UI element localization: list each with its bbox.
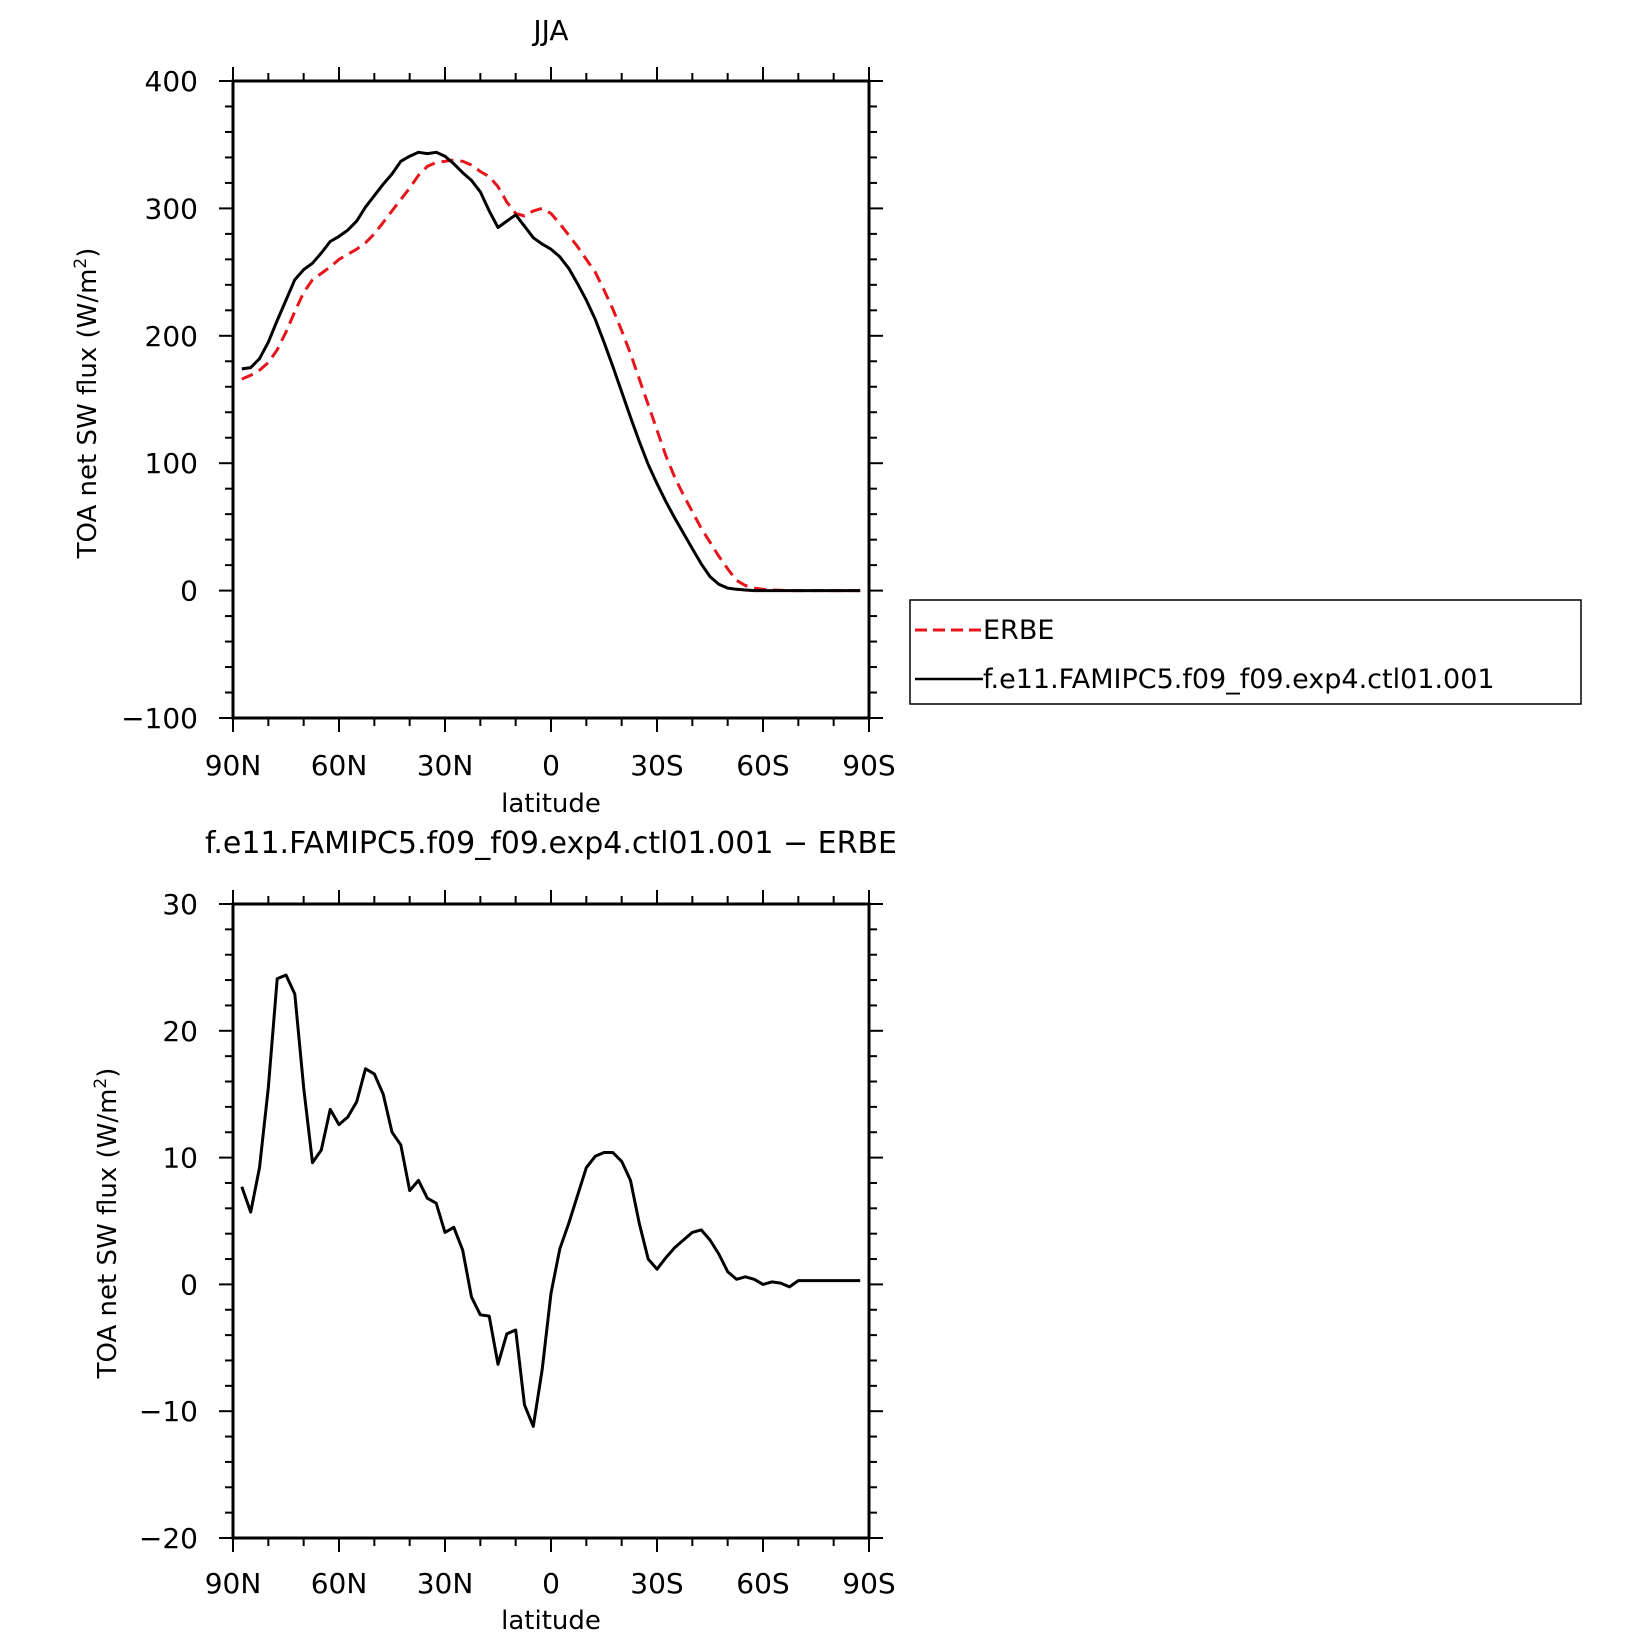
x-tick-label: 0 [542, 1567, 560, 1600]
y-tick-label: 200 [145, 320, 198, 353]
x-tick-label: 90S [842, 1567, 895, 1600]
x-tick-label: 90S [842, 749, 895, 782]
y-axis-label: TOA net SW flux (W/m2) [71, 248, 103, 560]
series-line-difference [240, 973, 861, 1428]
svg-text:TOA net SW flux (W/m2): TOA net SW flux (W/m2) [71, 248, 103, 560]
x-tick-label: 30S [630, 749, 683, 782]
x-tick-label: 30N [417, 749, 474, 782]
bottom-panel: f.e11.FAMIPC5.f09_f09.exp4.ctl01.001 − E… [91, 826, 897, 1635]
x-tick-label: 0 [542, 749, 560, 782]
y-tick-label: −20 [139, 1522, 198, 1555]
x-tick-label: 60N [311, 1567, 368, 1600]
x-tick-label: 60N [311, 749, 368, 782]
y-tick-label: −100 [121, 702, 198, 735]
y-tick-label: 100 [145, 447, 198, 480]
x-tick-label: 90N [205, 749, 262, 782]
panel-title: JJA [531, 14, 568, 47]
y-tick-label: 400 [145, 65, 198, 98]
y-tick-label: 0 [180, 575, 198, 608]
legend-label-model: f.e11.FAMIPC5.f09_f09.exp4.ctl01.001 [983, 664, 1495, 695]
x-tick-label: 30S [630, 1567, 683, 1600]
series-layer [240, 973, 861, 1428]
series-line-f-e11-famipc5-f09-f09-exp4-ctl01-001 [241, 150, 861, 593]
svg-text:TOA net SW flux (W/m2): TOA net SW flux (W/m2) [91, 1068, 123, 1380]
y-tick-label: 10 [162, 1142, 198, 1175]
y-tick-label: 20 [162, 1015, 198, 1048]
x-tick-label: 90N [205, 1567, 262, 1600]
axis-ticks: 90N 60N 30N 0 30S 60S 90S −20 −10 0 10 20 30 [139, 888, 896, 1600]
series-layer [241, 150, 861, 593]
y-tick-label: 300 [145, 192, 198, 225]
x-axis-label: latitude [501, 789, 601, 819]
x-tick-label: 60S [736, 1567, 789, 1600]
y-tick-label: 0 [180, 1268, 198, 1301]
plot-frame [231, 79, 871, 720]
top-panel: JJA TOA net SW flux (W/m2) latitude 90N 6… [71, 14, 896, 819]
x-tick-label: 30N [417, 1567, 474, 1600]
legend-box [909, 599, 1582, 705]
legend-label-erbe: ERBE [983, 615, 1054, 646]
legend: ERBE f.e11.FAMIPC5.f09_f09.exp4.ctl01.00… [909, 599, 1582, 705]
x-axis-label: latitude [501, 1606, 601, 1635]
panel-title: f.e11.FAMIPC5.f09_f09.exp4.ctl01.001 − E… [205, 826, 897, 861]
axis-ticks: 90N 60N 30N 0 30S 60S 90S −100 0 100 200 300 400 [121, 65, 896, 782]
plot-frame [231, 902, 871, 1540]
y-tick-label: 30 [162, 888, 198, 921]
y-tick-label: −10 [139, 1395, 198, 1428]
x-tick-label: 60S [736, 749, 789, 782]
series-line-erbe [241, 158, 861, 593]
y-axis-label: TOA net SW flux (W/m2) [91, 1068, 123, 1380]
